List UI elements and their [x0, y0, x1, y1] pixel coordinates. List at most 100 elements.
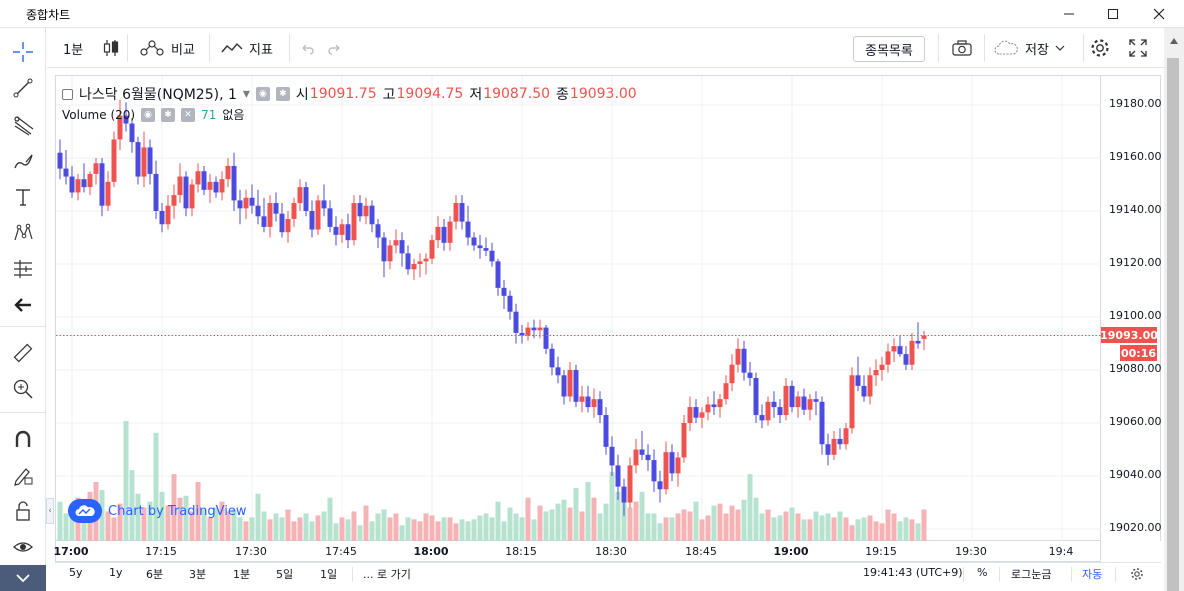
- drawing-toolbar: [0, 28, 46, 591]
- gear-icon[interactable]: ✱: [161, 107, 176, 122]
- back-tool[interactable]: [8, 290, 38, 320]
- candle-body: [621, 486, 627, 503]
- range-5y[interactable]: 5y: [69, 566, 83, 579]
- candle-body: [123, 115, 129, 124]
- clock-display[interactable]: 19:41:43 (UTC+9): [863, 566, 963, 579]
- scrollbar-thumb[interactable]: [1167, 58, 1179, 591]
- interval-button[interactable]: 1분: [63, 34, 83, 62]
- candle-body: [279, 213, 285, 233]
- log-scale-toggle[interactable]: 로그눈금: [1011, 568, 1052, 581]
- visibility-tool[interactable]: [8, 532, 38, 562]
- eye-icon[interactable]: ◉: [255, 87, 270, 101]
- candle-body: [459, 203, 465, 222]
- redo-button[interactable]: [327, 34, 343, 62]
- volume-bar: [423, 513, 429, 541]
- zoom-tool[interactable]: [8, 374, 38, 404]
- volume-bar: [453, 523, 459, 541]
- price-axis[interactable]: [1101, 75, 1161, 541]
- volume-bar: [531, 519, 537, 541]
- trend-line-tool[interactable]: [8, 73, 38, 103]
- candle-body: [861, 385, 867, 397]
- candle-body: [849, 375, 855, 429]
- volume-bar: [117, 503, 123, 541]
- volume-bar: [243, 521, 249, 541]
- indicators-button[interactable]: 지표: [221, 34, 273, 62]
- volume-bar: [699, 519, 705, 541]
- volume-bar: [705, 515, 711, 541]
- minimize-button[interactable]: [1046, 0, 1092, 28]
- volume-bar: [351, 511, 357, 541]
- symbol-list-button[interactable]: 종목목록: [853, 36, 925, 62]
- volume-bar: [507, 507, 513, 541]
- volume-bar: [441, 517, 447, 541]
- price-tick-label: 19120.00: [1109, 256, 1162, 269]
- chart-pane[interactable]: [55, 75, 1102, 542]
- window-titlebar: 종합차트: [0, 0, 1184, 28]
- tradingview-watermark[interactable]: Chart by TradingView: [68, 499, 246, 523]
- fullscreen-button[interactable]: [1129, 34, 1147, 62]
- collapse-legend-icon[interactable]: [62, 88, 73, 100]
- volume-bar: [261, 511, 267, 541]
- volume-bar: [579, 511, 585, 541]
- forecast-tool[interactable]: [8, 254, 38, 284]
- candle-body: [375, 224, 381, 238]
- screenshot-button[interactable]: [951, 34, 973, 62]
- price-tick-label: 19060.00: [1109, 415, 1162, 428]
- volume-bar: [603, 503, 609, 541]
- crosshair-icon: [13, 42, 33, 62]
- volume-bar: [363, 505, 369, 541]
- undo-button[interactable]: [299, 34, 315, 62]
- lock-drawing-tool[interactable]: [8, 460, 38, 490]
- range-1m[interactable]: 1분: [233, 568, 251, 581]
- percent-scale-toggle[interactable]: %: [977, 566, 988, 579]
- pattern-tool[interactable]: [8, 218, 38, 248]
- candle-body: [63, 168, 69, 177]
- toolbar-expand-button[interactable]: [0, 565, 46, 591]
- time-tick-label: 18:30: [595, 545, 627, 558]
- candle-body: [759, 415, 765, 421]
- vertical-scrollbar[interactable]: [1164, 28, 1184, 591]
- range-5d[interactable]: 5일: [276, 568, 294, 581]
- price-chart[interactable]: [56, 76, 1102, 542]
- maximize-button[interactable]: [1090, 0, 1136, 28]
- collapse-toolbar-button[interactable]: ‹: [46, 498, 54, 524]
- goto-date-button[interactable]: ... 로 가기: [363, 568, 411, 581]
- maximize-icon: [1108, 9, 1118, 19]
- crosshair-tool[interactable]: [8, 37, 38, 67]
- magnet-tool[interactable]: [8, 424, 38, 454]
- gear-icon[interactable]: [1130, 567, 1144, 581]
- fib-tool[interactable]: [8, 110, 38, 140]
- gear-icon[interactable]: ✱: [275, 87, 290, 101]
- chevron-down-icon[interactable]: ▾: [242, 86, 250, 102]
- volume-bar: [159, 491, 165, 541]
- volume-bar: [495, 501, 501, 541]
- volume-bar: [471, 519, 477, 541]
- close-icon[interactable]: ✕: [181, 107, 196, 122]
- range-3m[interactable]: 3분: [189, 568, 207, 581]
- text-tool[interactable]: [8, 182, 38, 212]
- range-1y[interactable]: 1y: [109, 566, 123, 579]
- candle-body: [111, 139, 117, 182]
- candle-body: [285, 218, 291, 233]
- close-button[interactable]: [1136, 0, 1182, 28]
- compare-button[interactable]: 비교: [139, 34, 195, 62]
- lock-all-tool[interactable]: [8, 496, 38, 526]
- time-axis[interactable]: [55, 541, 1101, 562]
- candle-body: [351, 203, 357, 241]
- save-button[interactable]: 저장: [993, 34, 1065, 62]
- candle-body: [357, 203, 363, 217]
- auto-scale-toggle[interactable]: 자동: [1082, 568, 1103, 581]
- candle-body: [261, 216, 267, 227]
- brush-tool[interactable]: [8, 146, 38, 176]
- settings-button[interactable]: [1089, 34, 1111, 62]
- time-tick-label: 17:30: [235, 545, 267, 558]
- measure-tool[interactable]: [8, 338, 38, 368]
- scroll-up-icon[interactable]: [1170, 38, 1178, 44]
- chart-type-button[interactable]: [102, 34, 120, 62]
- range-6m[interactable]: 6분: [146, 568, 164, 581]
- candle-body: [171, 195, 177, 206]
- low-value: 19087.50: [483, 86, 551, 102]
- range-1d[interactable]: 1일: [320, 568, 338, 581]
- eye-icon[interactable]: ◉: [141, 107, 156, 122]
- camera-icon: [952, 40, 972, 56]
